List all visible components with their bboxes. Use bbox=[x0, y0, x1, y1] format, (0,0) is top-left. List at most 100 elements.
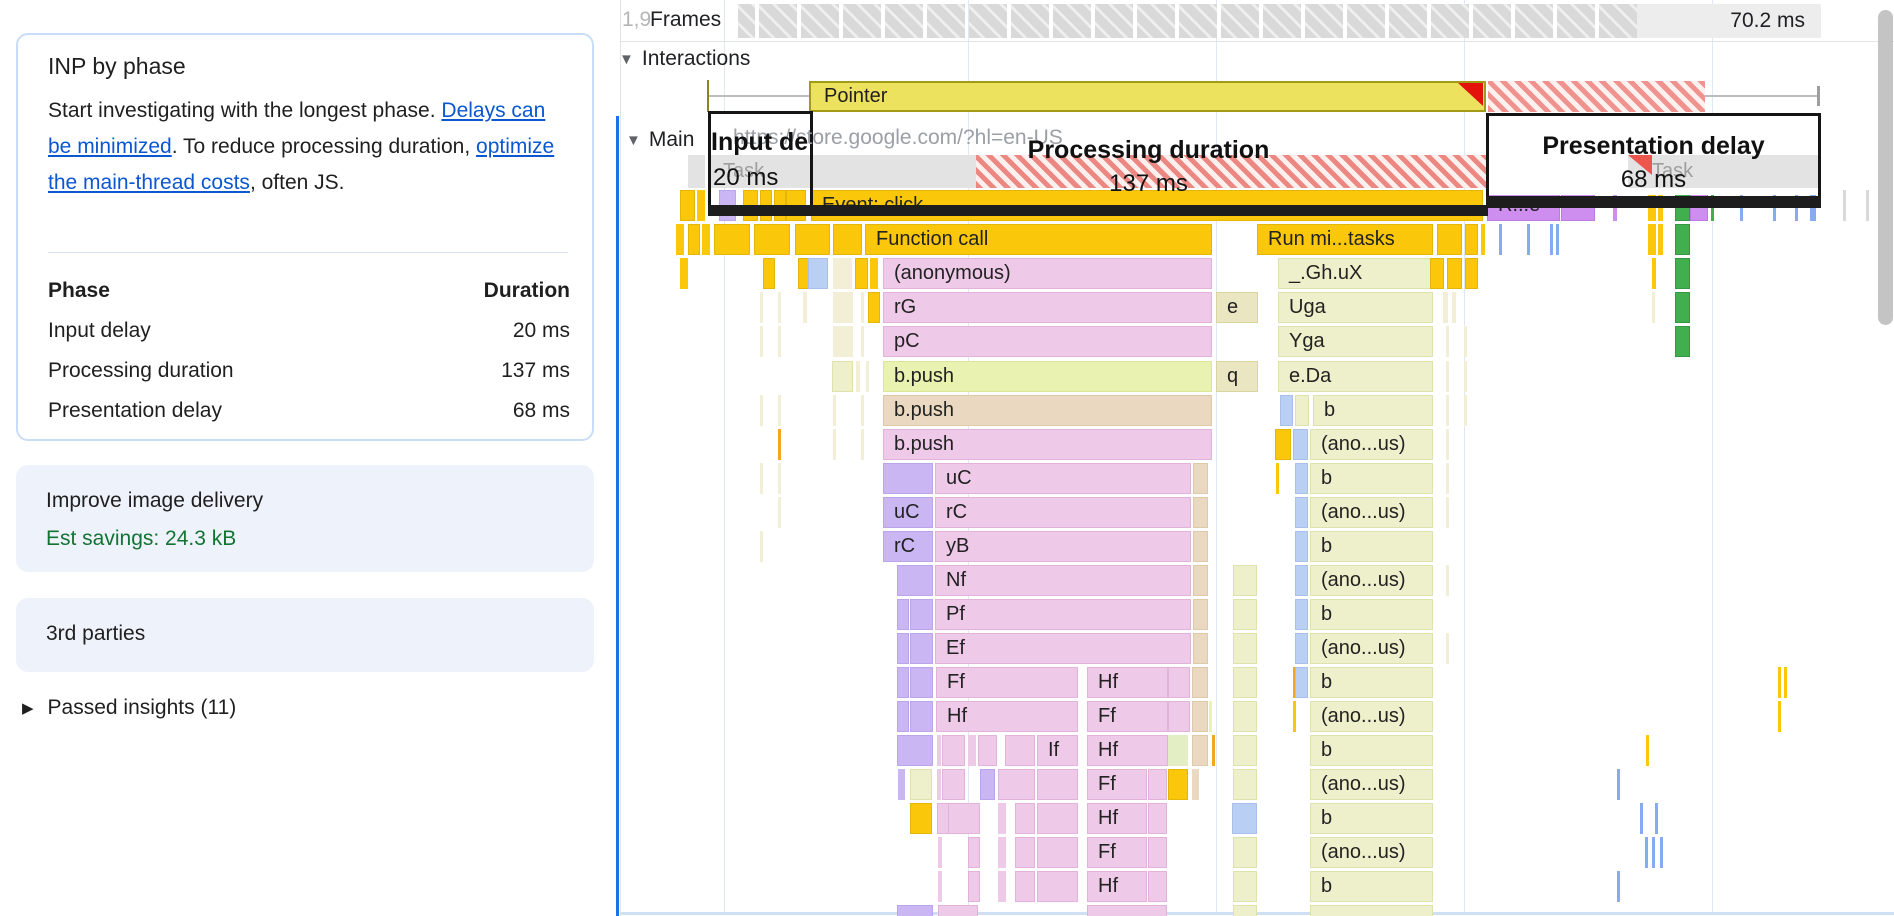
flame-bar[interactable] bbox=[1233, 599, 1257, 630]
interactions-track-header[interactable]: ▼ Interactions bbox=[619, 47, 750, 71]
flame-bar[interactable] bbox=[1293, 667, 1296, 698]
flame-bar[interactable] bbox=[1148, 769, 1167, 800]
flame-bar[interactable] bbox=[938, 905, 978, 916]
flame-bar[interactable] bbox=[861, 395, 864, 426]
flame-bar[interactable] bbox=[1193, 497, 1208, 528]
flame-bar[interactable] bbox=[1209, 701, 1212, 732]
flame-bar[interactable] bbox=[1295, 497, 1308, 528]
flame-bar-rc[interactable]: rC bbox=[935, 497, 1191, 528]
flame-bar[interactable] bbox=[1193, 463, 1208, 494]
flame-bar[interactable] bbox=[1293, 429, 1308, 460]
flame-bar--ano-us-[interactable]: (ano...us) bbox=[1310, 769, 1433, 800]
insight-3rd-parties[interactable]: 3rd parties bbox=[16, 598, 594, 672]
flame-bar[interactable] bbox=[998, 769, 1035, 800]
task-bar-fragment[interactable] bbox=[688, 155, 705, 188]
flame-bar[interactable] bbox=[833, 429, 836, 460]
flame-bar[interactable] bbox=[948, 803, 980, 834]
flame-bar[interactable] bbox=[1168, 701, 1190, 732]
flame-bar[interactable] bbox=[778, 463, 781, 494]
flame-bar-b[interactable]: b bbox=[1310, 803, 1433, 834]
flame-bar[interactable] bbox=[778, 292, 781, 323]
frame-thumbnail[interactable] bbox=[738, 4, 755, 38]
flame-bar[interactable] bbox=[897, 667, 909, 698]
flame-bar[interactable] bbox=[1087, 905, 1167, 916]
flame-bar[interactable] bbox=[1168, 667, 1190, 698]
flame-bar-b[interactable]: b bbox=[1310, 531, 1433, 562]
flame-bar--ano-us-[interactable]: (ano...us) bbox=[1310, 701, 1433, 732]
flame-bar[interactable] bbox=[866, 361, 869, 392]
flame-bar[interactable] bbox=[897, 905, 933, 916]
flame-bar[interactable] bbox=[1646, 735, 1649, 766]
flame-bar[interactable] bbox=[1015, 837, 1035, 868]
flame-bar[interactable] bbox=[1660, 837, 1663, 868]
flame-bar-uga[interactable]: Uga bbox=[1278, 292, 1433, 323]
flame-bar-pf[interactable]: Pf bbox=[935, 599, 1191, 630]
flame-bar-ff[interactable]: Ff bbox=[936, 667, 1078, 698]
flame-bar-b[interactable]: b bbox=[1310, 599, 1433, 630]
flame-bar[interactable] bbox=[1648, 224, 1656, 255]
flame-bar[interactable] bbox=[1275, 429, 1291, 460]
frame-thumbnail[interactable] bbox=[759, 4, 797, 38]
flame-bar[interactable] bbox=[1430, 258, 1444, 289]
flame-bar[interactable] bbox=[980, 769, 995, 800]
flame-bar[interactable] bbox=[1617, 871, 1620, 902]
task-bar-fragment[interactable] bbox=[1628, 155, 1819, 188]
flame-bar[interactable] bbox=[1233, 871, 1257, 902]
flame-bar-yga[interactable]: Yga bbox=[1278, 326, 1433, 357]
flame-bar[interactable] bbox=[868, 292, 880, 323]
flame-bar--gh-ux[interactable]: _.Gh.uX bbox=[1278, 258, 1433, 289]
flame-bar[interactable] bbox=[1310, 905, 1433, 916]
frame-thumbnail[interactable] bbox=[1095, 4, 1133, 38]
flame-bar[interactable] bbox=[760, 395, 763, 426]
flame-bar[interactable] bbox=[688, 224, 700, 255]
flame-bar[interactable] bbox=[1015, 871, 1035, 902]
flame-bar-b[interactable]: b bbox=[1310, 735, 1433, 766]
frame-thumbnail[interactable] bbox=[1179, 4, 1217, 38]
flame-bar[interactable] bbox=[1295, 395, 1309, 426]
flame-bar[interactable] bbox=[760, 292, 763, 323]
flame-bar[interactable] bbox=[1464, 361, 1467, 392]
flame-bar[interactable] bbox=[1437, 224, 1462, 255]
frame-thumbnail[interactable] bbox=[1389, 4, 1427, 38]
flame-bar-hf[interactable]: Hf bbox=[1087, 667, 1168, 698]
frame-thumbnail[interactable] bbox=[801, 4, 839, 38]
flame-bar[interactable] bbox=[1778, 701, 1781, 732]
frame-thumbnail[interactable] bbox=[1305, 4, 1343, 38]
flame-bar[interactable] bbox=[1233, 735, 1257, 766]
flame-bar-hf[interactable]: Hf bbox=[1087, 803, 1147, 834]
flame-bar-e-da[interactable]: e.Da bbox=[1278, 361, 1433, 392]
flame-bar[interactable] bbox=[1640, 803, 1643, 834]
flame-bar[interactable] bbox=[1192, 701, 1208, 732]
flame-bar[interactable] bbox=[1652, 837, 1655, 868]
flame-bar[interactable] bbox=[1843, 190, 1846, 221]
flame-bar[interactable] bbox=[795, 224, 830, 255]
flame-bar[interactable] bbox=[897, 701, 909, 732]
passed-insights-toggle[interactable]: ▶ Passed insights (11) bbox=[22, 696, 236, 720]
flame-bar[interactable] bbox=[1784, 667, 1787, 698]
flame-bar[interactable] bbox=[680, 258, 688, 289]
flame-bar[interactable] bbox=[1464, 326, 1467, 357]
frame-thumbnail[interactable] bbox=[1473, 4, 1511, 38]
flame-bar[interactable] bbox=[1446, 395, 1449, 426]
flame-bar[interactable] bbox=[1446, 463, 1449, 494]
flame-bar[interactable] bbox=[978, 735, 997, 766]
flame-bar-rc[interactable]: rC bbox=[883, 531, 933, 562]
flame-bar[interactable] bbox=[1446, 361, 1449, 392]
flame-bar[interactable] bbox=[883, 463, 933, 494]
flame-bar-b-push[interactable]: b.push bbox=[883, 361, 1212, 392]
flame-bar-b[interactable]: b bbox=[1310, 463, 1433, 494]
flame-bar[interactable] bbox=[870, 258, 878, 289]
flame-bar[interactable] bbox=[833, 292, 853, 323]
flame-bar[interactable] bbox=[910, 769, 932, 800]
frame-thumbnail[interactable] bbox=[885, 4, 923, 38]
frame-thumbnail[interactable] bbox=[1347, 4, 1385, 38]
flame-bar-ff[interactable]: Ff bbox=[1087, 837, 1147, 868]
flame-bar[interactable] bbox=[1037, 837, 1078, 868]
optimize-main-thread-link[interactable]: optimize the main-thread costs bbox=[48, 135, 555, 194]
flame-bar[interactable] bbox=[910, 701, 933, 732]
flame-bar[interactable] bbox=[1276, 463, 1279, 494]
frame-thumbnail[interactable] bbox=[843, 4, 881, 38]
flame-bar[interactable] bbox=[910, 667, 933, 698]
pointer-interaction-bar[interactable]: Pointer bbox=[809, 81, 1486, 112]
flame-bar[interactable] bbox=[778, 497, 781, 528]
